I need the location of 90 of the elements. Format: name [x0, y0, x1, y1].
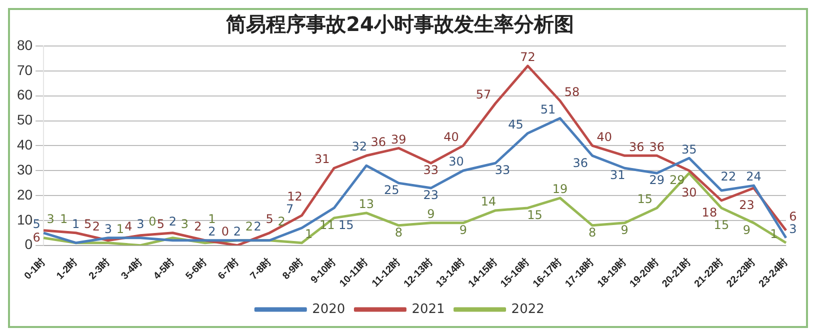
- data-label: 45: [508, 117, 524, 132]
- data-label: 25: [384, 183, 400, 198]
- legend-label: 2020: [312, 302, 346, 317]
- data-label: 9: [427, 207, 435, 222]
- data-label: 29: [649, 173, 665, 188]
- data-label: 23: [739, 198, 754, 212]
- data-label: 9: [742, 223, 751, 238]
- data-label: 39: [391, 132, 406, 146]
- data-label: 6: [789, 210, 797, 224]
- data-label: 5: [266, 212, 274, 226]
- data-label: 2: [168, 214, 177, 228]
- y-tick-label: 10: [16, 211, 33, 228]
- data-label: 5: [84, 217, 92, 232]
- data-label: 1: [208, 212, 216, 226]
- x-tick-label: 6-7时: [216, 256, 242, 282]
- data-label: 13: [358, 197, 374, 212]
- data-label: 3: [46, 212, 54, 226]
- data-label: 15: [338, 218, 354, 232]
- data-label: 30: [682, 186, 697, 200]
- data-label: 3: [136, 217, 144, 232]
- y-tick-label: 50: [16, 112, 33, 128]
- data-label: 36: [649, 140, 665, 154]
- x-tick-label: 1-2时: [54, 256, 80, 282]
- data-label: 72: [520, 50, 536, 64]
- data-label: 36: [370, 134, 386, 149]
- data-label: 57: [476, 87, 492, 102]
- data-label: 9: [459, 223, 468, 238]
- data-label: 18: [702, 206, 718, 220]
- chart-title: 简易程序事故24小时事故发生率分析图: [225, 12, 574, 36]
- data-label: 15: [637, 192, 653, 206]
- data-label: 1: [72, 216, 80, 231]
- data-label: 12: [287, 190, 302, 204]
- legend-label: 2021: [412, 302, 445, 317]
- data-label: 36: [572, 156, 588, 170]
- data-label: 2: [245, 220, 254, 234]
- x-tick-label: 0-1时: [22, 256, 48, 282]
- data-label: 3: [180, 217, 189, 232]
- data-label: 40: [596, 130, 612, 144]
- data-label: 31: [314, 152, 330, 166]
- y-tick-label: 70: [16, 62, 33, 78]
- x-tick-label: 7-8时: [248, 256, 274, 282]
- data-label: 31: [610, 168, 626, 182]
- data-label: 2: [233, 224, 242, 238]
- y-tick-label: 30: [16, 161, 33, 178]
- x-tick-label: 3-4时: [118, 256, 144, 282]
- data-label: 2: [92, 220, 100, 234]
- data-label: 1: [116, 222, 124, 236]
- data-label: 0: [221, 224, 230, 238]
- y-tick-label: 40: [16, 136, 33, 153]
- data-label: 2: [254, 220, 262, 234]
- y-tick-label: 20: [16, 186, 33, 202]
- data-label: 35: [682, 142, 697, 156]
- data-label: 24: [746, 170, 762, 184]
- y-tick-label: 80: [16, 36, 33, 53]
- data-label: 8: [588, 226, 596, 240]
- data-label: 3: [104, 222, 112, 236]
- data-label: 15: [714, 218, 730, 232]
- data-label: 6: [32, 230, 40, 245]
- data-label: 51: [540, 102, 556, 116]
- data-label: 32: [352, 140, 368, 154]
- data-label: 8: [394, 226, 402, 240]
- data-label: 40: [444, 130, 459, 144]
- data-label: 9: [620, 223, 628, 238]
- legend-label: 2022: [511, 302, 544, 317]
- data-label: 4: [124, 220, 132, 234]
- data-label: 15: [527, 208, 542, 222]
- x-tick-label: 8-9时: [280, 256, 306, 282]
- data-label: 33: [423, 163, 439, 178]
- data-label: 2: [278, 214, 286, 228]
- data-label: 5: [32, 217, 40, 232]
- data-label: 36: [628, 140, 644, 154]
- data-label: 5: [156, 217, 165, 232]
- x-tick-label: 4-5时: [150, 256, 177, 282]
- x-tick-label: 5-6时: [183, 256, 210, 282]
- data-label: 0: [148, 214, 156, 228]
- data-label: 2: [208, 224, 216, 238]
- data-label: 7: [286, 202, 294, 216]
- x-tick-label: 2-3时: [86, 256, 112, 282]
- data-label: 22: [720, 170, 736, 184]
- data-label: 23: [423, 188, 439, 202]
- data-label: 19: [552, 182, 568, 196]
- data-label: 3: [789, 222, 797, 236]
- y-tick-label: 60: [16, 86, 33, 103]
- y-tick-label: 0: [24, 236, 33, 252]
- data-label: 14: [480, 194, 496, 209]
- data-label: 58: [564, 84, 580, 99]
- data-label: 33: [494, 163, 510, 178]
- data-label: 2: [194, 220, 202, 234]
- data-label: 1: [60, 212, 68, 226]
- data-label: 30: [448, 154, 464, 169]
